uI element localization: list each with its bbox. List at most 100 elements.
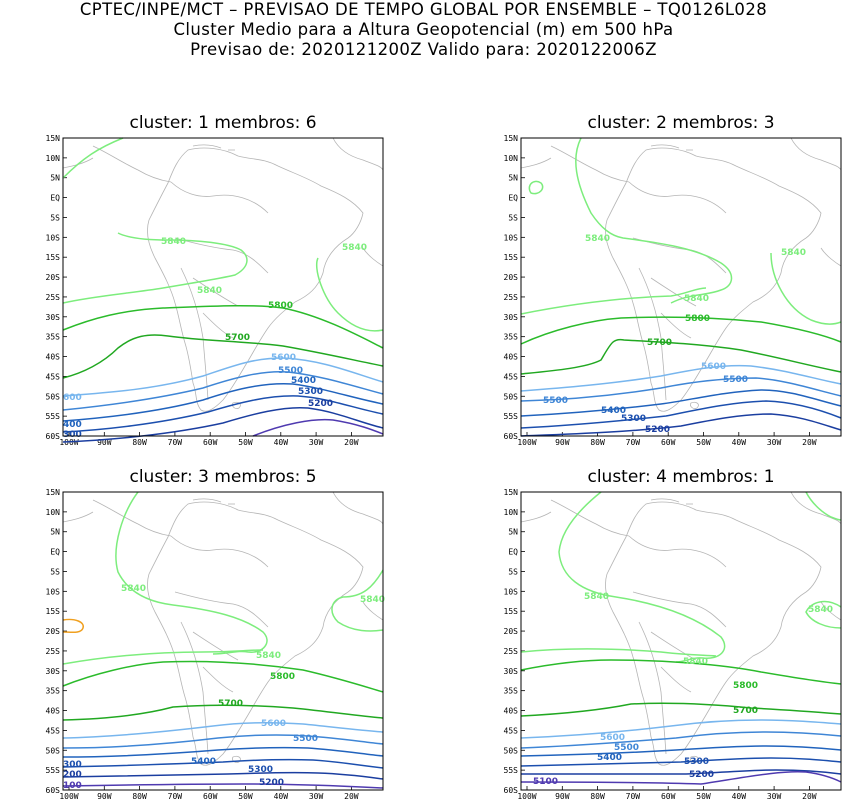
contour-5840-north: [62, 137, 124, 179]
contour-5600: [520, 364, 842, 392]
lat-tick-label: EQ: [50, 194, 60, 203]
contour-5700: [62, 704, 384, 721]
lon-tick-label: 50W: [696, 792, 711, 801]
label-5840-b: 5840: [342, 243, 367, 253]
contour-5840-north: [558, 491, 726, 663]
label-5100-west: 100: [63, 781, 82, 791]
lat-tick-label: 20S: [504, 273, 519, 282]
lon-tick-label: 50W: [238, 792, 253, 801]
longitude-axis: 100W 90W 80W 70W 60W 50W 40W 30W 20W: [59, 786, 359, 801]
lon-tick-label: 40W: [732, 792, 747, 801]
lat-tick-label: 55S: [504, 766, 519, 775]
label-5840-c: 5840: [256, 651, 281, 661]
lon-tick-label: 60W: [661, 792, 676, 801]
contour-5600: [62, 357, 384, 397]
lon-tick-label: 70W: [626, 438, 641, 447]
contour-5800: [62, 304, 384, 349]
lon-tick-label: 100W: [59, 792, 78, 801]
header-line-3: Previsao de: 2020121200Z Valido para: 20…: [190, 40, 657, 59]
lat-tick-label: 60S: [504, 432, 519, 441]
contour-5840-main: [62, 232, 248, 304]
label-5800: 5800: [685, 314, 710, 324]
label-5800: 5800: [733, 681, 758, 691]
lon-tick-label: 90W: [97, 792, 112, 801]
lat-tick-label: 35S: [504, 333, 519, 342]
lon-tick-label: 20W: [802, 792, 817, 801]
lat-tick-label: EQ: [508, 194, 518, 203]
longitude-axis: 100W 90W 80W 70W 60W 50W 40W 30W 20W: [59, 432, 359, 447]
lat-tick-label: 5N: [50, 174, 60, 183]
label-5200: 5200: [259, 778, 284, 788]
label-5600: 5600: [600, 733, 625, 743]
contour-5840-north: [575, 137, 733, 304]
header-line-2: Cluster Medio para a Altura Geopotencial…: [173, 20, 674, 39]
contour-5800: [520, 316, 842, 345]
latitude-axis: 15N 10N 5N EQ 5S 10S 15S 20S 25S 30S 35S 40S 45S 50S 5…: [504, 134, 525, 441]
label-5200: 5200: [645, 425, 670, 435]
label-5100: 5100: [533, 777, 558, 787]
label-5300: 5300: [248, 765, 273, 775]
lat-tick-label: 5N: [508, 174, 518, 183]
label-5840-a: 5840: [585, 234, 610, 244]
contour-5200: [520, 769, 842, 775]
figure-header: CPTEC/INPE/MCT – PREVISAO DE TEMPO GLOBA…: [0, 0, 847, 60]
map-frame: [62, 137, 384, 437]
contour-5500: [62, 370, 384, 411]
contour-5840-main: [62, 649, 264, 665]
lon-tick-label: 70W: [626, 792, 641, 801]
lat-tick-label: 30S: [46, 313, 61, 322]
lon-tick-label: 30W: [767, 792, 782, 801]
contour-5200: [520, 413, 842, 437]
label-5500-a: 5500: [543, 396, 568, 406]
lat-tick-label: EQ: [508, 548, 518, 557]
label-5840-c: 5840: [684, 294, 709, 304]
latitude-axis: 15N 10N 5N EQ 5S 10S 15S 20S 25S 30S 35S 40S 45S 50S 5…: [46, 134, 67, 441]
label-5400: 5400: [601, 406, 626, 416]
contour-5300: [520, 757, 842, 767]
map-frame: [520, 137, 842, 437]
label-5200: 5200: [689, 770, 714, 780]
label-5840-b: 5840: [360, 595, 385, 605]
lon-tick-label: 100W: [517, 438, 536, 447]
label-5700: 5700: [733, 706, 758, 716]
label-5600: 5600: [271, 353, 296, 363]
label-5300: 5300: [621, 414, 646, 424]
label-5200: 5200: [308, 399, 333, 409]
panel-1-title: cluster: 1 membros: 6: [129, 113, 317, 133]
label-5600: 5600: [701, 362, 726, 372]
label-5840-b: 5840: [781, 248, 806, 258]
label-5840-a: 5840: [584, 592, 609, 602]
contour-5800: [62, 660, 384, 693]
lat-tick-label: 10S: [504, 233, 519, 242]
lat-tick-label: 10N: [46, 508, 61, 517]
panel-3-map: 15N 10N 5N EQ 5S 10S 15S 20S 25S 30S 35S 40S 45S 50S 5…: [46, 488, 386, 801]
label-5840-c: 5840: [197, 286, 222, 296]
lon-tick-label: 100W: [517, 792, 536, 801]
lat-tick-label: 50S: [46, 392, 61, 401]
lon-tick-label: 40W: [274, 792, 289, 801]
lat-tick-label: 45S: [504, 726, 519, 735]
lat-tick-label: 20S: [46, 627, 61, 636]
lon-tick-label: 80W: [132, 792, 147, 801]
contour-5700: [520, 338, 842, 375]
contour-5800: [520, 659, 842, 685]
lat-tick-label: 50S: [504, 392, 519, 401]
label-5600: 5600: [261, 719, 286, 729]
lat-tick-label: 10N: [504, 508, 519, 517]
lat-tick-label: 60S: [46, 432, 61, 441]
contour-5900: [62, 618, 84, 634]
contour-5100: [252, 418, 384, 437]
lon-tick-label: 90W: [555, 792, 570, 801]
label-5400-west: 400: [63, 420, 82, 430]
lat-tick-label: 5S: [508, 567, 518, 576]
lat-tick-label: 30S: [46, 667, 61, 676]
contour-5600: [62, 721, 384, 739]
contour-5840-north: [115, 491, 268, 655]
lat-tick-label: 30S: [504, 667, 519, 676]
lat-tick-label: 20S: [46, 273, 61, 282]
contour-5500: [520, 377, 842, 402]
contour-5700: [62, 334, 384, 379]
lat-tick-label: 5S: [50, 213, 60, 222]
label-5700: 5700: [647, 338, 672, 348]
lon-tick-label: 50W: [238, 438, 253, 447]
